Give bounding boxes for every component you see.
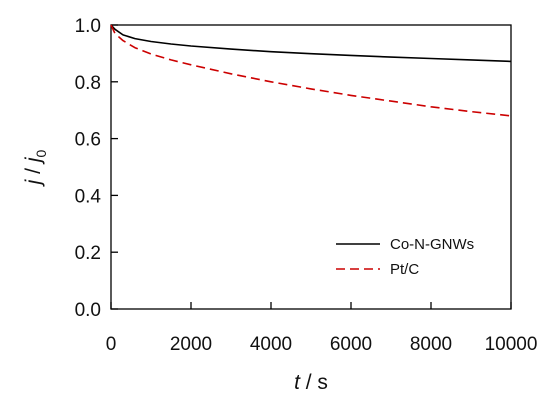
x-tick-label: 2000 xyxy=(170,334,212,355)
y-tick-label: 1.0 xyxy=(75,16,101,37)
x-axis-title: t / s xyxy=(294,371,328,394)
y-tick-label: 0.6 xyxy=(75,130,101,151)
axes: 0.0 0.2 0.4 0.6 0.8 1.0 0 2000 4000 6000 8000 10000 xyxy=(75,16,538,355)
y-tick-label: 0.2 xyxy=(75,243,101,264)
plot-frame xyxy=(110,24,512,310)
y-axis-title-subscript: 0 xyxy=(33,149,49,157)
y-tick-label: 0.4 xyxy=(75,186,102,207)
y-axis-title-j0: j xyxy=(22,156,45,165)
legend-label-1: Pt/C xyxy=(390,261,419,278)
y-axis-title-j: j xyxy=(22,178,45,187)
axis-titles: t / s j / j0 xyxy=(22,149,328,394)
series-group xyxy=(110,24,512,117)
y-axis-title-slash: / xyxy=(22,162,45,180)
y-tick-label: 0.0 xyxy=(75,300,101,321)
legend: Co-N-GNWs Pt/C xyxy=(336,236,474,278)
legend-label-0: Co-N-GNWs xyxy=(390,236,474,253)
x-tick-label: 0 xyxy=(106,334,117,355)
series-line-1 xyxy=(110,24,512,117)
x-tick-label: 6000 xyxy=(330,334,372,355)
x-tick-label: 4000 xyxy=(250,334,292,355)
x-axis-title-symbol: t xyxy=(294,371,301,394)
x-tick-label: 8000 xyxy=(410,334,452,355)
y-tick-label: 0.8 xyxy=(75,73,101,94)
x-axis-title-unit: / s xyxy=(300,371,328,394)
series-line-0 xyxy=(110,24,512,63)
x-tick-label: 10000 xyxy=(485,334,538,355)
y-axis-title: j / j0 xyxy=(22,149,49,187)
